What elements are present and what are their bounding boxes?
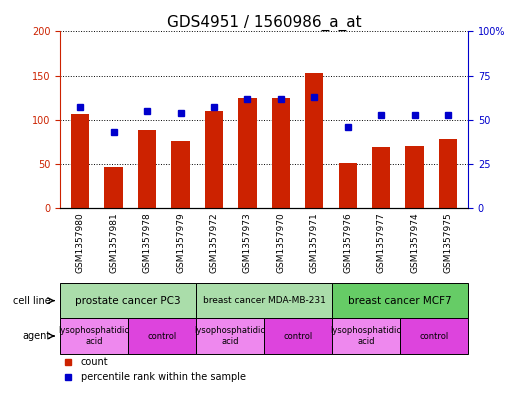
Text: GSM1357973: GSM1357973 [243, 212, 252, 273]
Text: GSM1357974: GSM1357974 [410, 212, 419, 273]
Text: GSM1357977: GSM1357977 [377, 212, 385, 273]
Bar [332, 283, 468, 318]
Bar [271, 98, 290, 208]
Text: GSM1357972: GSM1357972 [209, 212, 219, 273]
Bar [128, 318, 196, 354]
Text: control: control [147, 332, 177, 340]
Text: cell line: cell line [13, 296, 51, 306]
Bar [138, 130, 156, 208]
Text: percentile rank within the sample: percentile rank within the sample [81, 372, 245, 382]
Text: prostate cancer PC3: prostate cancer PC3 [75, 296, 181, 306]
Text: breast cancer MDA-MB-231: breast cancer MDA-MB-231 [203, 296, 325, 305]
Text: breast cancer MCF7: breast cancer MCF7 [348, 296, 452, 306]
Bar [372, 147, 390, 208]
Text: GSM1357981: GSM1357981 [109, 212, 118, 273]
Bar [172, 141, 190, 208]
Bar [400, 318, 468, 354]
Text: GSM1357980: GSM1357980 [76, 212, 85, 273]
Bar [332, 318, 400, 354]
Text: agent: agent [22, 331, 51, 341]
Bar [439, 139, 457, 208]
Text: lysophosphatidic
acid: lysophosphatidic acid [59, 326, 130, 346]
Bar [196, 283, 332, 318]
Bar [60, 318, 128, 354]
Text: control: control [419, 332, 449, 340]
Bar [305, 73, 323, 208]
Text: GSM1357971: GSM1357971 [310, 212, 319, 273]
Bar [338, 163, 357, 208]
Bar [405, 146, 424, 208]
Title: GDS4951 / 1560986_a_at: GDS4951 / 1560986_a_at [167, 15, 361, 31]
Bar [264, 318, 332, 354]
Text: GSM1357979: GSM1357979 [176, 212, 185, 273]
Text: lysophosphatidic
acid: lysophosphatidic acid [331, 326, 402, 346]
Text: GSM1357978: GSM1357978 [143, 212, 152, 273]
Text: control: control [283, 332, 313, 340]
Text: GSM1357976: GSM1357976 [343, 212, 352, 273]
Bar [238, 98, 257, 208]
Bar [71, 114, 89, 208]
Text: GSM1357975: GSM1357975 [444, 212, 452, 273]
Bar [205, 111, 223, 208]
Text: lysophosphatidic
acid: lysophosphatidic acid [195, 326, 266, 346]
Bar [105, 167, 123, 208]
Bar [60, 283, 196, 318]
Text: count: count [81, 356, 108, 367]
Text: GSM1357970: GSM1357970 [276, 212, 286, 273]
Bar [196, 318, 264, 354]
